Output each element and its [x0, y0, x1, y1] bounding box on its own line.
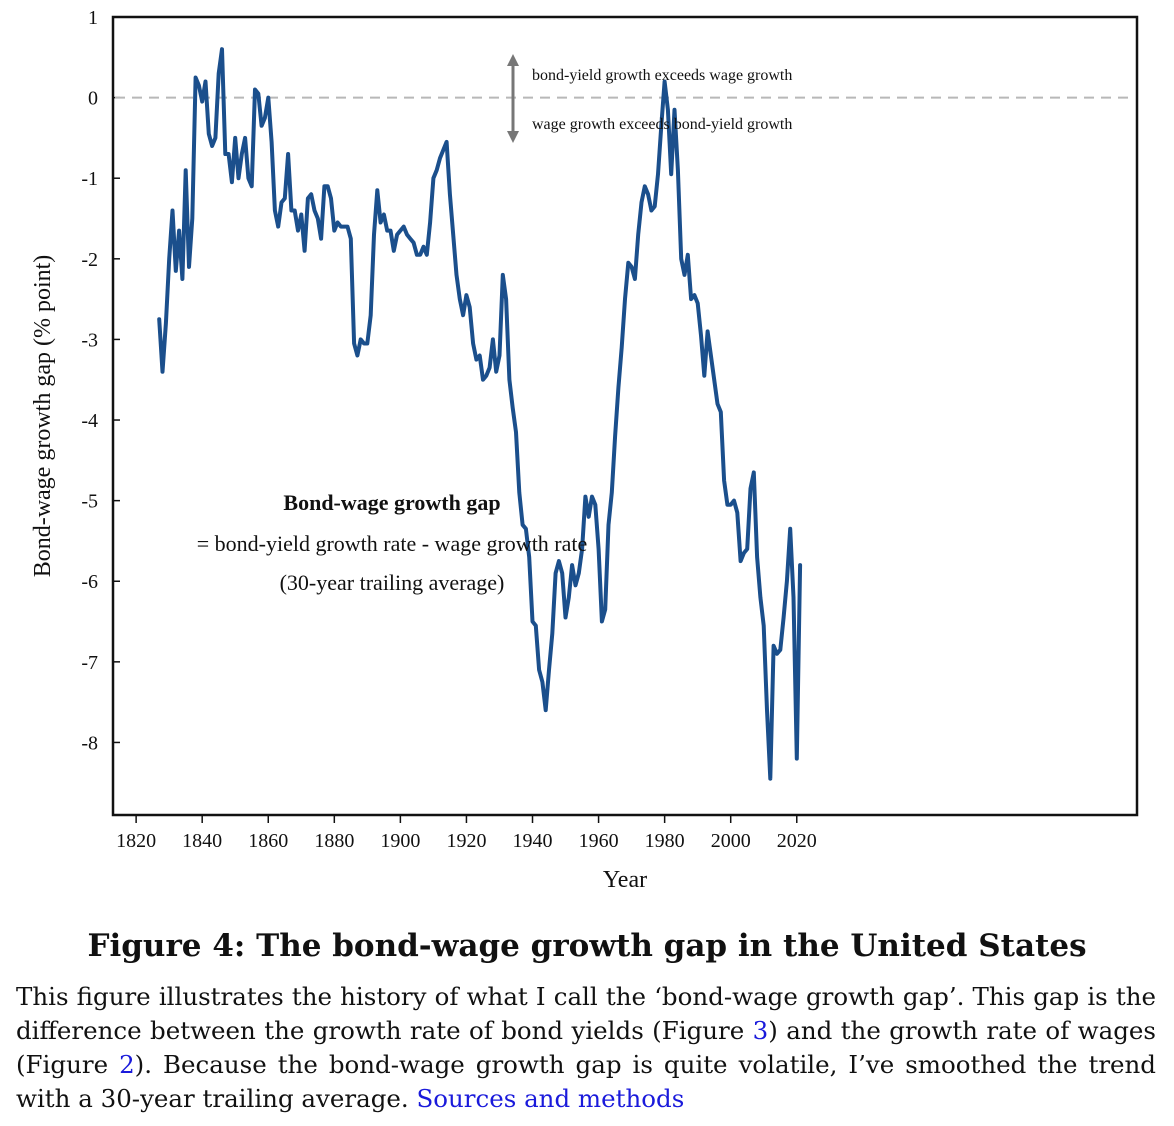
y-tick-label: -1 — [81, 168, 98, 190]
x-tick-label: 1840 — [182, 830, 222, 852]
x-tick-label: 1820 — [116, 830, 156, 852]
x-axis-ticks: 1820 1840 1860 1880 1900 1920 1940 1960 1980 2000… — [116, 815, 817, 852]
y-axis-label: Bond-wage growth gap (% point) — [30, 255, 56, 578]
x-tick-label: 1960 — [579, 830, 619, 852]
y-tick-label: -3 — [81, 329, 98, 351]
x-tick-label: 1940 — [513, 830, 553, 852]
y-tick-label: -8 — [81, 732, 98, 754]
x-tick-label: 1900 — [380, 830, 420, 852]
y-tick-label: -6 — [81, 571, 98, 593]
x-tick-label: 2020 — [777, 830, 817, 852]
direction-arrow — [507, 54, 519, 143]
figure-3-link[interactable]: 3 — [752, 1016, 769, 1045]
caption-text-3: ). Because the bond-wage growth gap is q… — [16, 1050, 1156, 1113]
formula-title: Bond-wage growth gap — [283, 490, 500, 515]
x-tick-label: 1980 — [645, 830, 685, 852]
x-tick-label: 1860 — [248, 830, 288, 852]
x-tick-label: 1880 — [314, 830, 354, 852]
sources-and-methods-link[interactable]: Sources and methods — [416, 1084, 685, 1113]
x-axis-label: Year — [603, 867, 647, 893]
x-tick-label: 2000 — [711, 830, 751, 852]
caption-text-2: ) and the growth rate of wages (Figure — [16, 1016, 1156, 1079]
y-tick-label: -5 — [81, 491, 98, 513]
annotation-above: bond-yield growth exceeds wage growth — [532, 67, 792, 84]
figure-2-link[interactable]: 2 — [119, 1050, 135, 1079]
figure-title: Figure 4: The bond-wage growth gap in th… — [87, 928, 1087, 964]
chart: 10-1-2-3-4-5-6-7-8 1820 1840 1860 1880 1900 1… — [30, 7, 1139, 893]
caption-text-1: This figure illustrates the history of w… — [16, 982, 1156, 1045]
formula-line1: = bond-yield growth rate - wage growth r… — [197, 531, 588, 556]
series-group — [157, 47, 803, 781]
y-tick-label: 1 — [88, 7, 98, 29]
x-tick-label: 1920 — [446, 830, 486, 852]
figure-caption: This figure illustrates the history of w… — [16, 980, 1156, 1116]
y-tick-label: -4 — [81, 410, 98, 432]
y-axis-ticks: 1 0 -1 -2 -3 -4 -5 -6 -7 -8 — [81, 7, 120, 754]
series-line — [157, 47, 803, 781]
y-tick-label: -2 — [81, 249, 98, 271]
y-tick-label: 0 — [88, 88, 98, 110]
y-tick-label: -7 — [81, 652, 98, 674]
plot-frame — [111, 15, 1139, 817]
formula-line2: (30-year trailing average) — [280, 570, 505, 595]
annotation-below: wage growth exceeds bond-yield growth — [532, 116, 792, 133]
